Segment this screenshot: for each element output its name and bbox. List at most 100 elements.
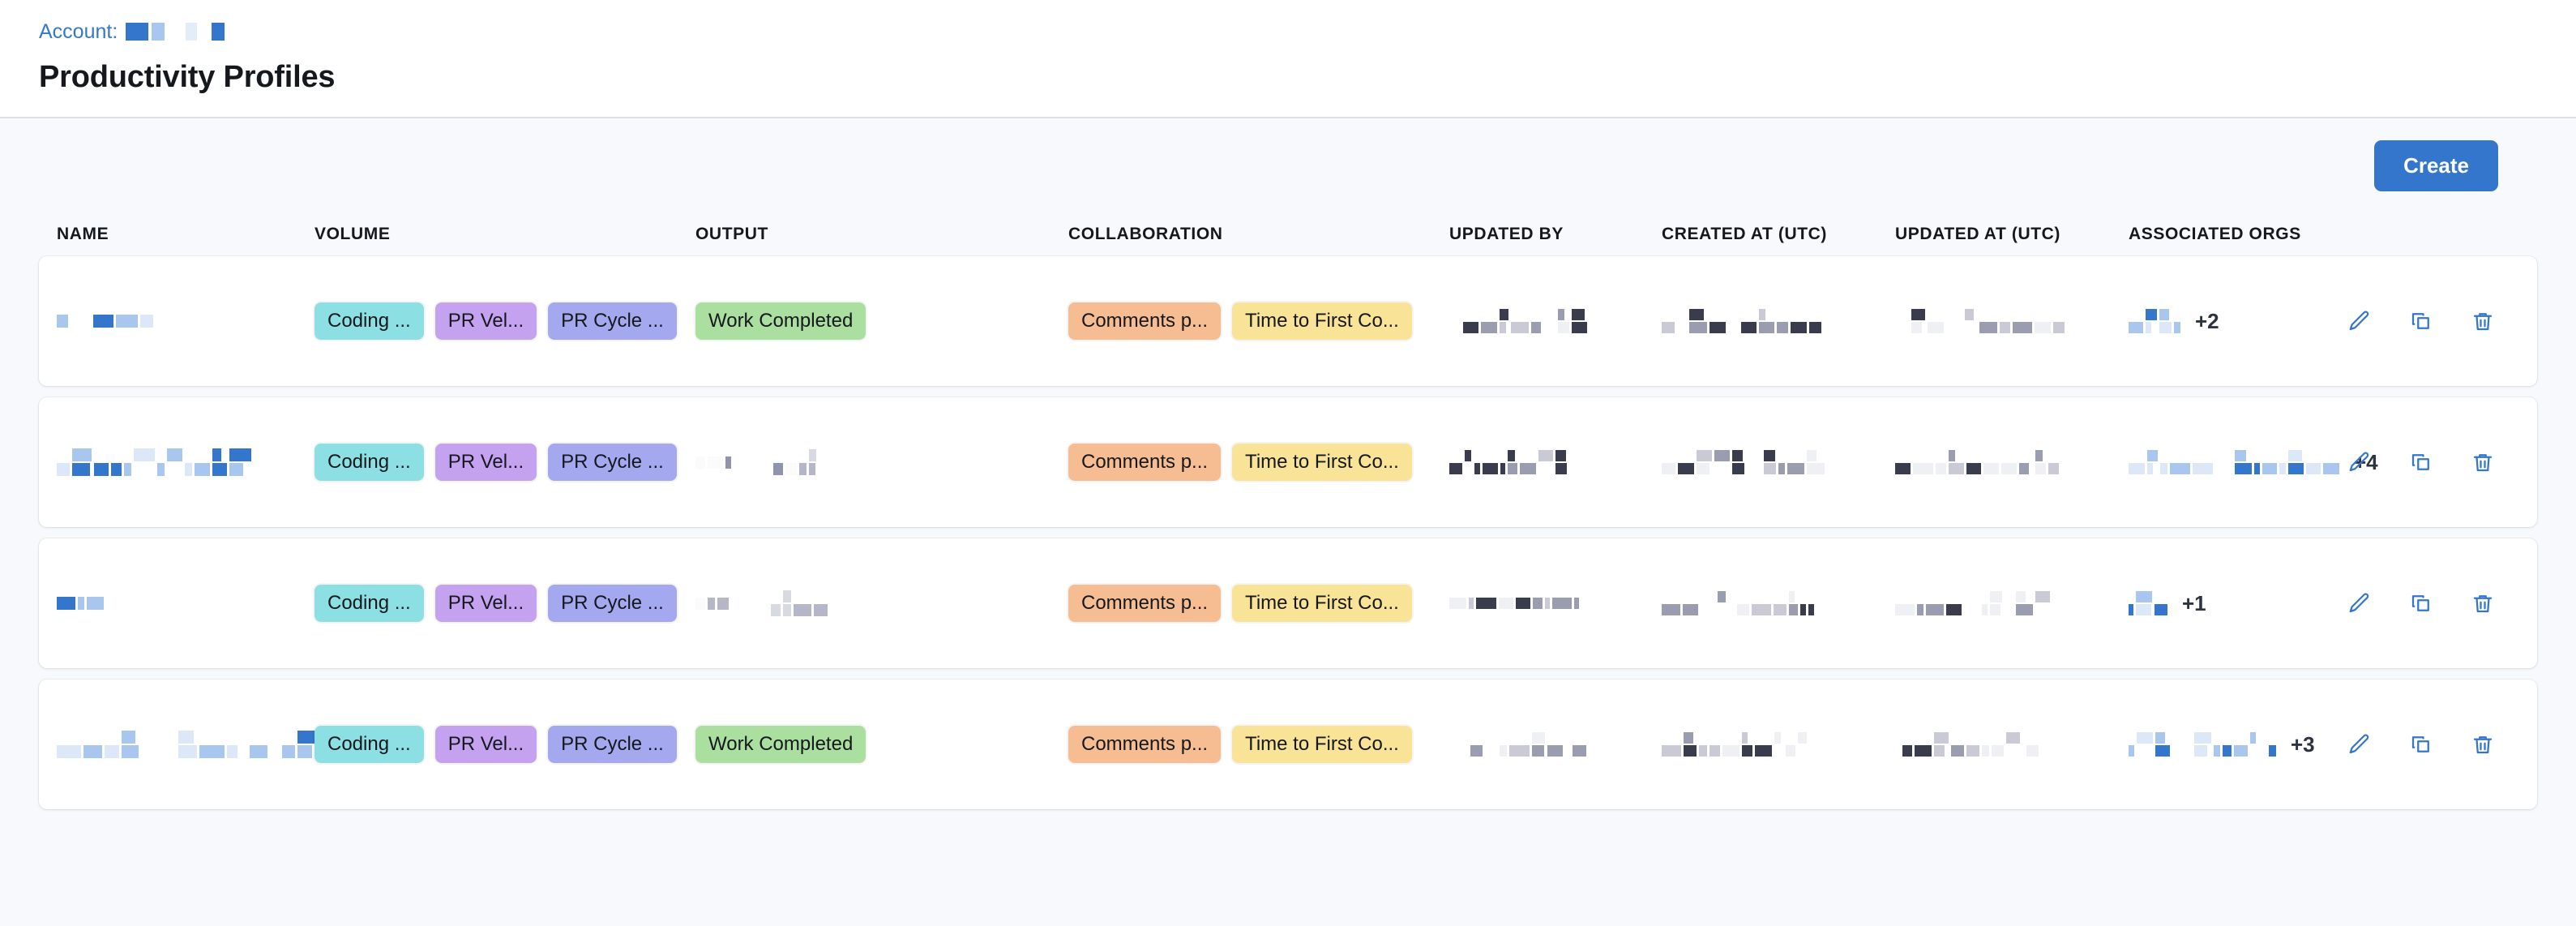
orgs-overflow-count[interactable]: +2 <box>2195 308 2219 333</box>
account-label: Account: <box>39 19 118 43</box>
volume-tag-list: Coding ... PR Vel... PR Cycle ... <box>315 585 677 622</box>
orgs-overflow-count[interactable]: +1 <box>2182 590 2206 615</box>
cell-updated-by <box>1449 598 1662 609</box>
tag-chip[interactable]: PR Vel... <box>434 444 537 481</box>
tag-chip[interactable]: PR Cycle ... <box>548 302 677 340</box>
delete-icon[interactable] <box>2471 450 2495 474</box>
collaboration-tag-list: Comments p... Time to First Co... <box>1068 444 1412 481</box>
delete-icon[interactable] <box>2471 591 2495 615</box>
org-chip-group: +3 <box>2129 732 2315 757</box>
column-header-created-at[interactable]: CREATED AT (UTC) <box>1662 225 1828 243</box>
tag-chip[interactable]: PR Vel... <box>434 585 537 622</box>
column-header-volume[interactable]: VOLUME <box>315 225 391 243</box>
tag-chip[interactable]: Work Completed <box>695 302 867 340</box>
cell-name <box>39 315 315 328</box>
delete-icon[interactable] <box>2471 732 2495 757</box>
redacted-blocks <box>1895 591 2050 615</box>
tag-chip[interactable]: Coding ... <box>315 585 424 622</box>
cell-actions <box>2347 732 2526 757</box>
tag-chip[interactable]: PR Vel... <box>434 302 537 340</box>
cell-actions <box>2347 450 2526 474</box>
column-header-associated-orgs[interactable]: ASSOCIATED ORGS <box>2129 225 2301 243</box>
page-header: Account: Productivity Profiles <box>0 0 2576 118</box>
cell-volume: Coding ... PR Vel... PR Cycle ... <box>315 444 695 481</box>
tag-chip[interactable]: PR Cycle ... <box>548 444 677 481</box>
table-row[interactable]: Coding ... PR Vel... PR Cycle ... Work Comp… <box>39 679 2537 809</box>
toolbar: Create <box>39 118 2537 212</box>
cell-associated-orgs: +3 <box>2129 732 2347 757</box>
cell-collaboration: Comments p... Time to First Co... <box>1068 444 1449 481</box>
cell-output: Work Completed <box>695 726 1068 763</box>
tag-chip[interactable]: Comments p... <box>1068 302 1222 340</box>
tag-chip[interactable]: PR Cycle ... <box>548 585 677 622</box>
table-header-row: NAME VOLUME OUTPUT COLLABORATION UPDATED… <box>39 212 2537 256</box>
tag-chip[interactable]: PR Cycle ... <box>548 726 677 763</box>
redacted-blocks <box>2129 732 2276 757</box>
tag-chip[interactable]: Coding ... <box>315 726 424 763</box>
tag-chip[interactable]: Comments p... <box>1068 444 1222 481</box>
tag-chip[interactable]: Time to First Co... <box>1232 302 1412 340</box>
duplicate-icon[interactable] <box>2409 591 2433 615</box>
volume-tag-list: Coding ... PR Vel... PR Cycle ... <box>315 302 677 340</box>
delete-icon[interactable] <box>2471 309 2495 333</box>
collaboration-tag-list: Comments p... Time to First Co... <box>1068 726 1412 763</box>
duplicate-icon[interactable] <box>2409 309 2433 333</box>
row-actions <box>2347 309 2495 333</box>
org-chip-group: +2 <box>2129 309 2219 334</box>
redacted-blocks <box>773 449 816 475</box>
tag-chip[interactable]: Coding ... <box>315 444 424 481</box>
orgs-overflow-count[interactable]: +3 <box>2291 731 2315 757</box>
table-body: Coding ... PR Vel... PR Cycle ... Work Comp… <box>39 256 2537 809</box>
tag-chip[interactable]: Comments p... <box>1068 585 1222 622</box>
cell-volume: Coding ... PR Vel... PR Cycle ... <box>315 585 695 622</box>
profiles-table: NAME VOLUME OUTPUT COLLABORATION UPDATED… <box>39 212 2537 809</box>
column-header-updated-at[interactable]: UPDATED AT (UTC) <box>1895 225 2061 243</box>
row-actions <box>2347 732 2495 757</box>
tag-chip[interactable]: Coding ... <box>315 302 424 340</box>
redacted-blocks <box>1895 309 2065 333</box>
redacted-blocks <box>1662 309 1821 333</box>
edit-icon[interactable] <box>2347 591 2372 615</box>
tag-chip[interactable]: Work Completed <box>695 726 867 763</box>
collaboration-tag-list: Comments p... Time to First Co... <box>1068 302 1412 340</box>
redacted-blocks <box>2129 450 2339 474</box>
edit-icon[interactable] <box>2347 450 2372 474</box>
cell-updated-at <box>1895 309 2129 333</box>
cell-name <box>39 731 319 758</box>
redacted-blocks <box>57 731 319 758</box>
cell-updated-by <box>1449 732 1662 757</box>
table-row[interactable]: Coding ... PR Vel... PR Cycle ... Work Comp… <box>39 256 2537 386</box>
tag-chip[interactable]: Comments p... <box>1068 726 1222 763</box>
redacted-blocks <box>57 315 153 328</box>
tag-chip[interactable]: PR Vel... <box>434 726 537 763</box>
redacted-blocks <box>1895 732 2039 757</box>
page-title: Productivity Profiles <box>39 60 336 94</box>
account-breadcrumb[interactable]: Account: <box>39 18 2576 45</box>
cell-name <box>39 448 315 476</box>
create-button[interactable]: Create <box>2374 139 2498 191</box>
redacted-blocks <box>2129 591 2167 615</box>
row-actions <box>2347 450 2495 474</box>
cell-actions <box>2347 591 2526 615</box>
cell-output: Work Completed <box>695 302 1068 340</box>
table-row[interactable]: Coding ... PR Vel... PR Cycle ... Comments … <box>39 397 2537 527</box>
column-header-output[interactable]: OUTPUT <box>695 225 768 243</box>
cell-collaboration: Comments p... Time to First Co... <box>1068 585 1449 622</box>
cell-associated-orgs: +2 <box>2129 309 2347 334</box>
tag-chip[interactable]: Time to First Co... <box>1232 726 1412 763</box>
redacted-blocks <box>57 597 104 610</box>
cell-updated-at <box>1895 591 2129 615</box>
column-header-collaboration[interactable]: COLLABORATION <box>1068 225 1223 243</box>
cell-created-at <box>1662 732 1895 757</box>
tag-chip[interactable]: Time to First Co... <box>1232 585 1412 622</box>
table-row[interactable]: Coding ... PR Vel... PR Cycle ... Comments … <box>39 538 2537 668</box>
edit-icon[interactable] <box>2347 309 2372 333</box>
cell-created-at <box>1662 591 1895 615</box>
duplicate-icon[interactable] <box>2409 732 2433 757</box>
redacted-blocks <box>695 456 731 469</box>
tag-chip[interactable]: Time to First Co... <box>1232 444 1412 481</box>
column-header-updated-by[interactable]: UPDATED BY <box>1449 225 1564 243</box>
column-header-name[interactable]: NAME <box>57 225 109 243</box>
edit-icon[interactable] <box>2347 732 2372 757</box>
duplicate-icon[interactable] <box>2409 450 2433 474</box>
